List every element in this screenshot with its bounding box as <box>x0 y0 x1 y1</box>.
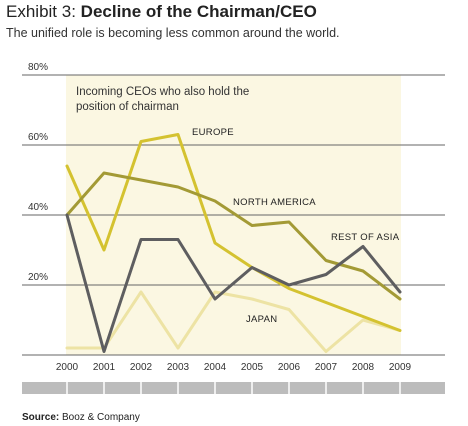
series-lines <box>65 133 402 353</box>
x-tick-label: 2004 <box>204 362 227 373</box>
y-tick-label: 60% <box>28 132 48 143</box>
x-tick-label: 2008 <box>352 362 375 373</box>
x-tick-label: 2002 <box>130 362 153 373</box>
series-line-north-america <box>65 171 402 301</box>
x-tick-label: 2000 <box>56 362 79 373</box>
exhibit-title: Exhibit 3: Decline of the Chairman/CEO <box>6 2 317 22</box>
chart-title-line: position of chairman <box>76 101 179 113</box>
source-text: Booz & Company <box>62 412 140 423</box>
x-tick-label: 2003 <box>167 362 190 373</box>
chart-title-line: Incoming CEOs who also hold the <box>76 86 249 98</box>
x-tick-label: 2006 <box>278 362 301 373</box>
x-tick-label: 2009 <box>389 362 412 373</box>
x-axis: 2000 2001 2002 2003 2004 2005 2006 2007 2008 2009 <box>56 362 412 394</box>
series-labels: EUROPE NORTH AMERICA REST OF ASIA JAPAN <box>192 127 400 325</box>
x-tick-label: 2007 <box>315 362 338 373</box>
series-line-rest-of-asia <box>65 213 402 353</box>
source-note: Source: Booz & Company <box>22 412 140 423</box>
chart-title: Incoming CEOs who also hold the position … <box>76 86 249 113</box>
y-tick-label: 40% <box>28 202 48 213</box>
series-label: NORTH AMERICA <box>233 197 316 208</box>
x-axis-band <box>22 382 445 394</box>
y-axis-ticks: 20% 40% 60% 80% <box>28 62 48 283</box>
series-label: EUROPE <box>192 127 234 138</box>
exhibit-number: Exhibit 3: <box>6 2 76 21</box>
series-line-europe <box>65 133 402 332</box>
series-label: REST OF ASIA <box>331 232 400 243</box>
exhibit-subtitle: The unified role is becoming less common… <box>6 26 340 40</box>
series-line-japan <box>65 290 402 353</box>
series-label: JAPAN <box>246 314 277 325</box>
y-tick-label: 20% <box>28 272 48 283</box>
source-label: Source: <box>22 412 60 423</box>
gridlines <box>22 74 445 356</box>
x-tick-label: 2005 <box>241 362 264 373</box>
y-tick-label: 80% <box>28 62 48 73</box>
x-tick-label: 2001 <box>93 362 116 373</box>
exhibit-heading: Decline of the Chairman/CEO <box>80 2 317 21</box>
